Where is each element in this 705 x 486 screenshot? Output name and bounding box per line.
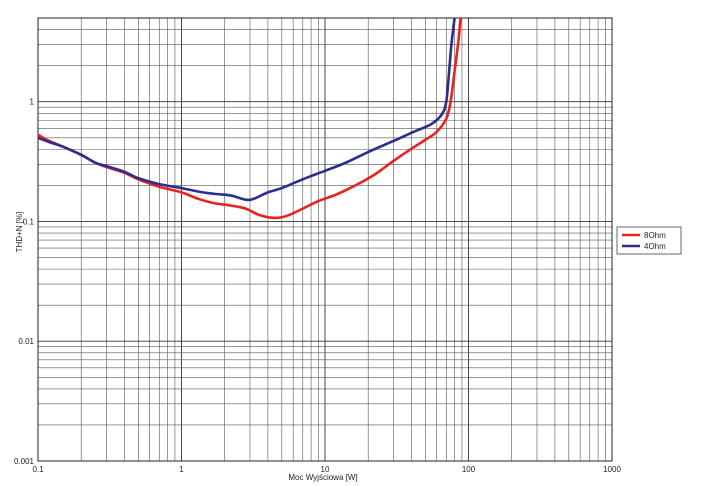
grid-lines — [37, 17, 612, 462]
x-tick-label: 1 — [179, 465, 184, 474]
y-tick-label: 0.1 — [23, 217, 35, 226]
y-tick-label: 1 — [30, 98, 35, 107]
x-tick-label: 10 — [321, 465, 330, 474]
x-tick-label: 1000 — [603, 465, 621, 474]
legend-label: 4Ohm — [644, 242, 666, 251]
x-tick-label: 0.1 — [32, 465, 44, 474]
series-layer — [38, 18, 462, 220]
y-axis-label: THD+N [%] — [15, 212, 24, 253]
plot-frame — [37, 17, 613, 462]
legend-box — [616, 226, 682, 255]
y-tick-label: 0.01 — [18, 337, 34, 346]
x-axis-label: Moc Wyjściowa [W] — [288, 473, 357, 482]
y-tick-labels: 0.001 0.01 0.1 1 — [14, 98, 35, 466]
legend-label: 8Ohm — [644, 231, 666, 240]
legend: 8Ohm 4Ohm — [616, 226, 682, 255]
series-line-8ohm — [38, 18, 462, 220]
x-tick-labels: 0.1 1 10 100 1000 — [32, 465, 621, 474]
y-tick-label: 0.001 — [14, 457, 35, 466]
series-line-4ohm — [38, 18, 456, 202]
x-tick-label: 100 — [462, 465, 476, 474]
